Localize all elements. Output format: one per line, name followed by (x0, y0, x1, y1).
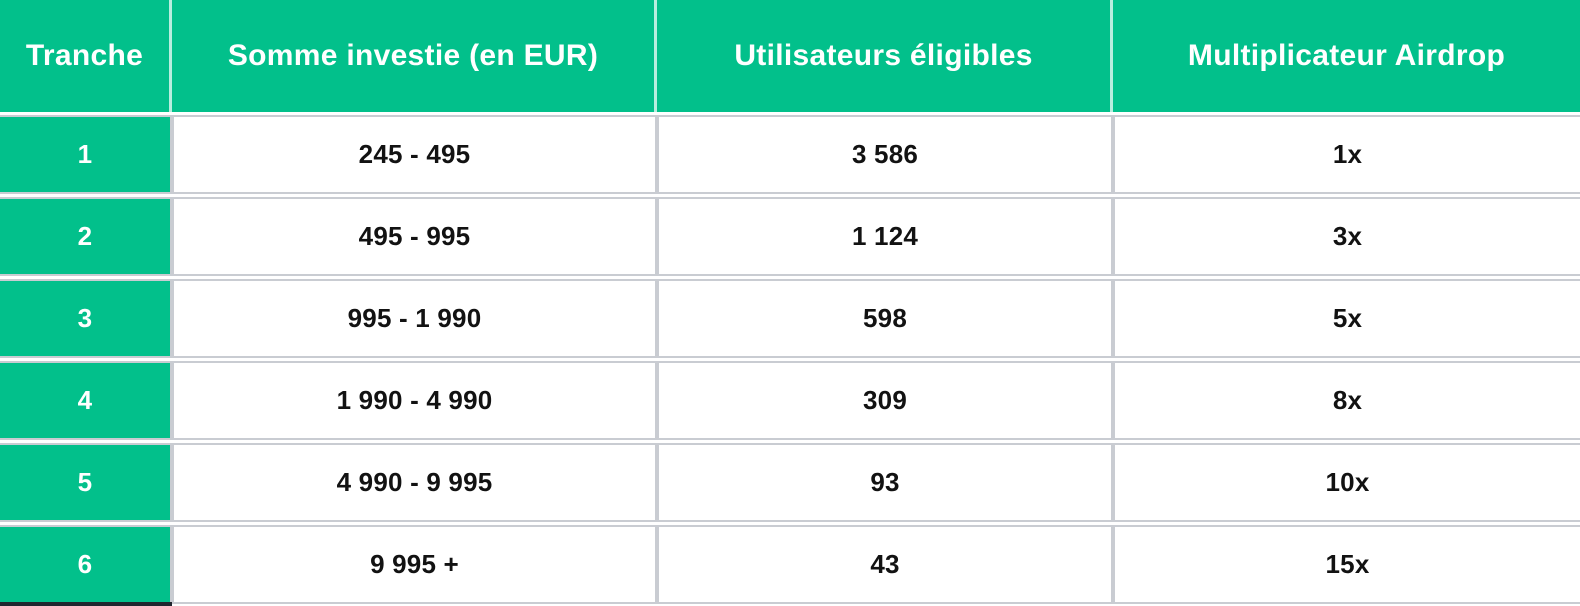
header-cell-tranche: Tranche (0, 0, 172, 112)
table-row: 5 4 990 - 9 995 93 10x (0, 443, 1580, 522)
cell-multiplicateur-airdrop: 10x (1113, 443, 1580, 522)
cell-multiplicateur-airdrop: 1x (1113, 115, 1580, 194)
cell-somme-investie: 4 990 - 9 995 (172, 443, 657, 522)
cell-tranche: 4 (0, 361, 172, 440)
cell-utilisateurs-eligibles: 3 586 (657, 115, 1113, 194)
cell-multiplicateur-airdrop: 8x (1113, 361, 1580, 440)
cell-tranche: 2 (0, 197, 172, 276)
table-row: 3 995 - 1 990 598 5x (0, 279, 1580, 358)
cell-somme-investie: 9 995 + (172, 525, 657, 604)
cell-somme-investie: 995 - 1 990 (172, 279, 657, 358)
cell-somme-investie: 245 - 495 (172, 115, 657, 194)
cell-utilisateurs-eligibles: 309 (657, 361, 1113, 440)
table-row: 1 245 - 495 3 586 1x (0, 115, 1580, 194)
cell-tranche: 5 (0, 443, 172, 522)
header-cell-utilisateurs-eligibles: Utilisateurs éligibles (657, 0, 1113, 112)
cell-utilisateurs-eligibles: 93 (657, 443, 1113, 522)
bottom-edge-strip (0, 602, 172, 606)
cell-tranche: 1 (0, 115, 172, 194)
cell-utilisateurs-eligibles: 43 (657, 525, 1113, 604)
cell-somme-investie: 495 - 995 (172, 197, 657, 276)
cell-multiplicateur-airdrop: 5x (1113, 279, 1580, 358)
table-row: 2 495 - 995 1 124 3x (0, 197, 1580, 276)
cell-tranche: 3 (0, 279, 172, 358)
table-row: 4 1 990 - 4 990 309 8x (0, 361, 1580, 440)
cell-somme-investie: 1 990 - 4 990 (172, 361, 657, 440)
cell-utilisateurs-eligibles: 598 (657, 279, 1113, 358)
cell-multiplicateur-airdrop: 3x (1113, 197, 1580, 276)
table-header-row: Tranche Somme investie (en EUR) Utilisat… (0, 0, 1580, 112)
cell-tranche: 6 (0, 525, 172, 604)
header-cell-somme-investie: Somme investie (en EUR) (172, 0, 657, 112)
table-row: 6 9 995 + 43 15x (0, 525, 1580, 604)
header-cell-multiplicateur-airdrop: Multiplicateur Airdrop (1187, 39, 1506, 72)
cell-multiplicateur-airdrop: 15x (1113, 525, 1580, 604)
cell-utilisateurs-eligibles: 1 124 (657, 197, 1113, 276)
